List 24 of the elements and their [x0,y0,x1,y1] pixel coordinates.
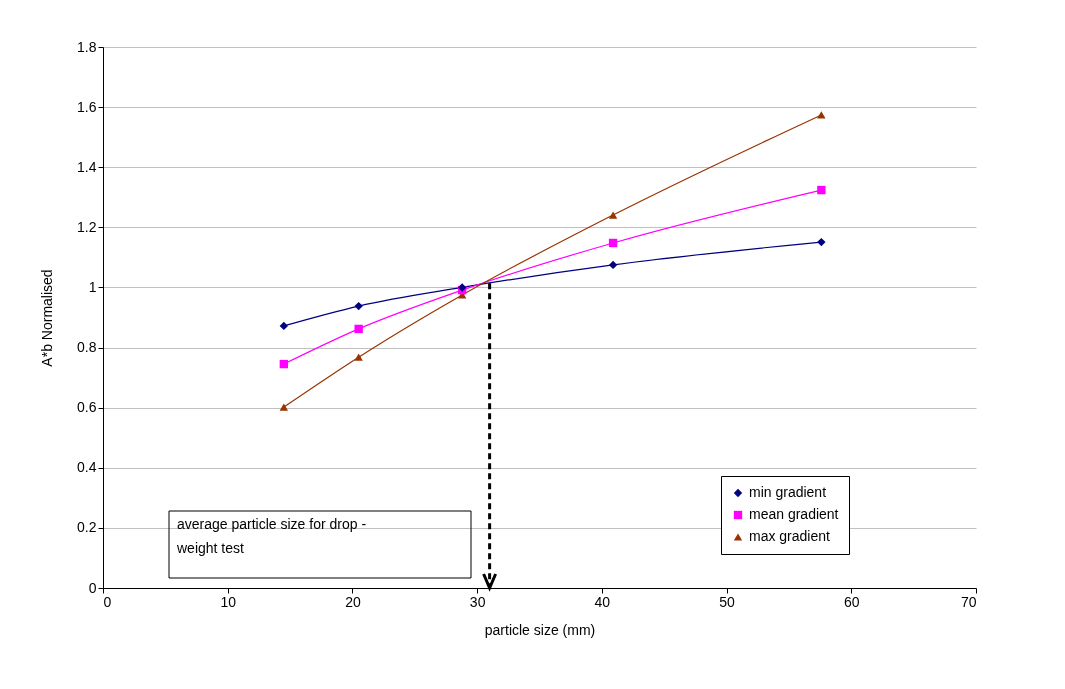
y-tick-label: 1.2 [77,218,97,235]
y-tick-label: 1 [88,278,97,295]
y-tick-label: 0.2 [77,519,97,536]
x-tick-label: 0 [103,593,112,610]
y-tick-label: 0 [88,579,97,596]
x-tick-label: 40 [594,593,611,610]
y-tick-label: 0.4 [77,459,97,476]
x-axis-title: particle size (mm) [484,621,596,638]
x-tick-label: 70 [960,593,977,610]
legend-label: min gradient [749,484,827,500]
y-tick-label: 1.4 [77,158,97,175]
y-axis-title: A*b Normalised [39,269,56,367]
y-tick-label: 1.8 [77,38,97,55]
legend-label: mean gradient [749,506,839,522]
annotation: average particle size for drop - weight test [176,516,367,556]
x-tick-label: 20 [345,593,361,610]
x-tick-label: 50 [719,593,736,610]
x-tick-label: 10 [220,593,237,610]
x-tick-label: 30 [469,593,486,610]
legend-label: max gradient [749,528,831,544]
y-tick-label: 1.6 [77,98,97,115]
x-tick-label: 60 [844,593,860,610]
y-tick-label: 0.6 [77,399,97,416]
y-tick-label: 0.8 [77,339,97,356]
